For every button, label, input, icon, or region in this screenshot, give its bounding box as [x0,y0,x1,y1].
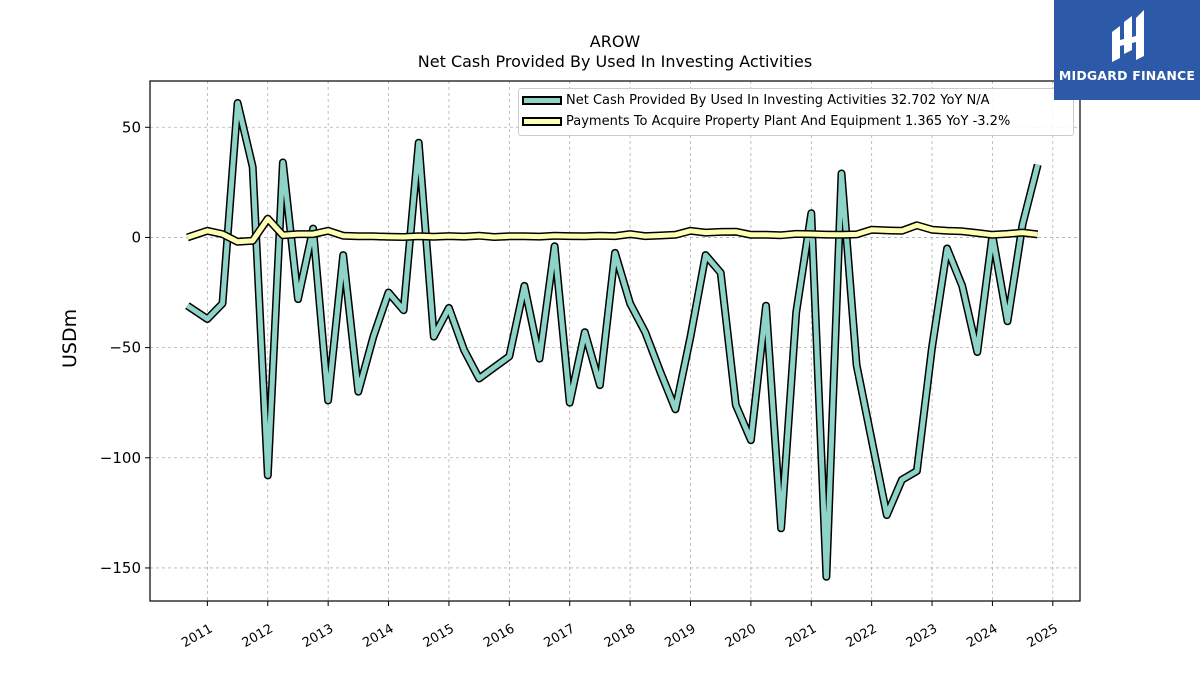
x-tick-label: 2012 [240,621,276,651]
x-tick-label: 2016 [481,621,517,651]
x-tick-label: 2018 [602,621,638,651]
y-axis-ticks: 50 0 −50 −100 −150 [100,118,150,577]
series-line-capex [186,216,1038,245]
logo: MIDGARD FINANCE [1054,0,1200,100]
series-outline-net-cash [185,99,1042,581]
x-tick-label: 2014 [360,621,396,651]
y-axis-label: USDm [59,308,81,368]
x-tick-label: 2017 [542,621,578,651]
series-line-net-cash [186,100,1041,580]
x-tick-label: 2025 [1025,621,1061,651]
chart-title: AROW [589,32,641,51]
y-tick-label: 0 [131,228,141,246]
x-tick-label: 2019 [662,621,698,651]
legend: Net Cash Provided By Used In Investing A… [518,88,1074,136]
x-tick-label: 2020 [723,621,759,651]
legend-swatch-capex [522,117,562,126]
legend-label-net-cash: Net Cash Provided By Used In Investing A… [566,93,990,108]
grid-lines [150,81,1080,601]
y-tick-label: −50 [109,339,141,357]
legend-label-capex: Payments To Acquire Property Plant And E… [566,114,1011,129]
legend-item-net-cash: Net Cash Provided By Used In Investing A… [519,92,1073,112]
x-tick-label: 2011 [179,621,215,651]
series-lines [185,99,1042,581]
plot-frame [149,80,1081,602]
logo-text: MIDGARD FINANCE [1058,68,1196,83]
x-tick-label: 2021 [783,621,819,651]
legend-item-capex: Payments To Acquire Property Plant And E… [519,113,1073,133]
x-tick-label: 2023 [904,621,940,651]
y-tick-label: 50 [122,118,141,136]
x-tick-label: 2015 [421,621,457,651]
x-tick-label: 2013 [300,621,336,651]
legend-swatch-net-cash [522,96,562,105]
chart-subtitle: Net Cash Provided By Used In Investing A… [417,52,813,71]
x-tick-label: 2024 [964,621,1000,651]
x-axis-ticks: 2011 2012 2013 2014 2015 2016 2017 2018 2019 2020… [179,601,1061,651]
logo-mark-icon [1112,10,1144,62]
y-tick-label: −150 [100,559,141,577]
y-tick-label: −100 [100,449,141,467]
x-tick-label: 2022 [843,621,879,651]
